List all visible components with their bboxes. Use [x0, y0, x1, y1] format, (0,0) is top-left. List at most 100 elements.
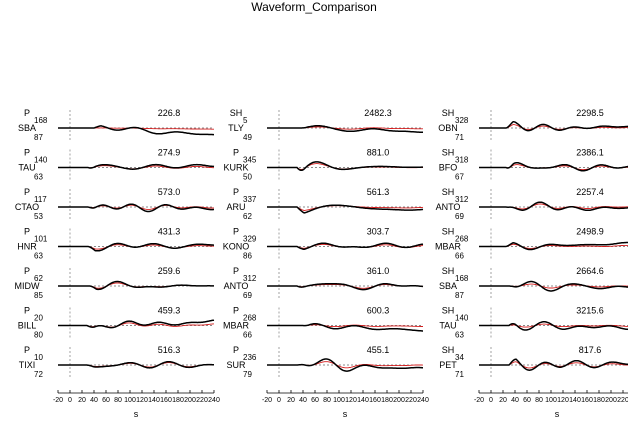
- observed-trace: [58, 203, 214, 213]
- phase-label: P: [24, 266, 30, 276]
- phase-label: P: [24, 227, 30, 237]
- phase-label: P: [233, 345, 239, 355]
- azimuth-label: 168: [34, 116, 48, 125]
- station-label: ANTO: [436, 202, 461, 212]
- station-label: KURK: [223, 163, 248, 173]
- phase-label: SH: [442, 266, 455, 276]
- max-amplitude-label: 600.3: [367, 306, 390, 316]
- station-label: PET: [439, 360, 457, 370]
- max-amplitude-label: 431.3: [158, 227, 181, 237]
- observed-trace: [479, 201, 628, 212]
- phase-label: P: [233, 306, 239, 316]
- azimuth-label: 10: [34, 353, 43, 362]
- distance-label: 80: [34, 331, 43, 340]
- x-tick-label: 40: [90, 397, 98, 404]
- x-tick-label: 140: [569, 397, 581, 404]
- x-tick-label: 20: [499, 397, 507, 404]
- observed-trace: [479, 358, 628, 371]
- distance-label: 69: [243, 291, 252, 300]
- azimuth-label: 168: [455, 274, 469, 283]
- x-tick-label: 40: [511, 397, 519, 404]
- distance-label: 67: [455, 173, 464, 182]
- x-tick-label: 100: [545, 397, 557, 404]
- azimuth-label: 140: [455, 314, 469, 323]
- phase-label: SH: [442, 148, 455, 158]
- station-label: HNR: [17, 242, 37, 252]
- x-tick-label: 220: [196, 397, 208, 404]
- x-tick-label: -20: [53, 397, 63, 404]
- max-amplitude-label: 361.0: [367, 266, 390, 276]
- station-label: ARU: [226, 202, 245, 212]
- panel-grid: PSBA16887226.8PTAU14063274.9PCTAO1175357…: [15, 108, 628, 379]
- max-amplitude-label: 2298.5: [576, 108, 604, 118]
- distance-label: 66: [243, 331, 252, 340]
- observed-trace: [479, 280, 628, 292]
- distance-label: 66: [455, 252, 464, 261]
- distance-label: 87: [34, 133, 43, 142]
- x-tick-label: 180: [593, 397, 605, 404]
- azimuth-label: 236: [243, 353, 257, 362]
- x-tick-label: 0: [277, 397, 281, 404]
- observed-trace: [58, 125, 214, 136]
- x-tick-label: 140: [148, 397, 160, 404]
- station-label: SBA: [18, 123, 36, 133]
- x-axis-label: s: [555, 409, 560, 419]
- azimuth-label: 345: [243, 156, 257, 165]
- x-tick-label: 200: [393, 397, 405, 404]
- distance-label: 63: [34, 173, 43, 182]
- phase-label: SH: [442, 345, 455, 355]
- x-tick-label: 60: [102, 397, 110, 404]
- x-tick-label: 120: [557, 397, 569, 404]
- azimuth-label: 312: [243, 274, 257, 283]
- station-label: TAU: [439, 321, 456, 331]
- max-amplitude-label: 881.0: [367, 148, 390, 158]
- x-tick-label: 100: [333, 397, 345, 404]
- max-amplitude-label: 3215.6: [576, 306, 604, 316]
- station-label: MIDW: [15, 281, 40, 291]
- x-tick-label: 160: [369, 397, 381, 404]
- observed-trace: [58, 319, 215, 329]
- phase-label: P: [24, 306, 30, 316]
- station-label: MBAR: [223, 321, 250, 331]
- x-tick-label: 120: [136, 397, 148, 404]
- x-axis-label: s: [343, 409, 348, 419]
- observed-trace: [267, 161, 423, 171]
- station-label: TAU: [18, 163, 35, 173]
- max-amplitude-label: 2386.1: [576, 148, 604, 158]
- azimuth-label: 268: [243, 314, 257, 323]
- phase-label: P: [24, 148, 30, 158]
- max-amplitude-label: 2664.6: [576, 266, 604, 276]
- phase-label: SH: [442, 306, 455, 316]
- x-axis-2: -20 0 20 40 60 80 100 120 140 160 180 200 220 240 s: [262, 390, 429, 419]
- observed-trace: [267, 283, 424, 291]
- station-label: KONO: [223, 242, 250, 252]
- x-tick-label: 200: [184, 397, 196, 404]
- x-tick-label: 240: [208, 397, 220, 404]
- x-tick-label: 140: [357, 397, 369, 404]
- azimuth-label: 34: [455, 353, 464, 362]
- distance-label: 79: [243, 370, 252, 379]
- azimuth-label: 101: [34, 235, 48, 244]
- station-label: BFO: [439, 163, 458, 173]
- max-amplitude-label: 817.6: [579, 345, 602, 355]
- max-amplitude-label: 2498.9: [576, 227, 604, 237]
- x-tick-label: 200: [605, 397, 617, 404]
- x-tick-label: 220: [617, 397, 628, 404]
- distance-label: 63: [455, 331, 464, 340]
- observed-trace: [267, 323, 423, 332]
